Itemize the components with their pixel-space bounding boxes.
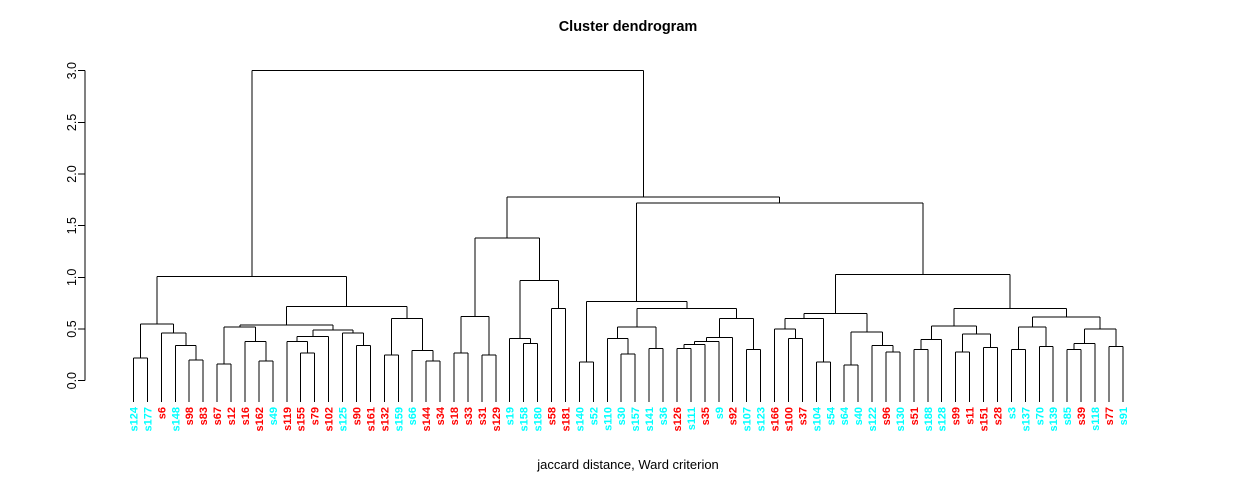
y-tick-label: 3.0 <box>65 62 79 79</box>
leaf-label: s30 <box>616 407 628 425</box>
y-tick-label: 2.5 <box>65 114 79 131</box>
leaf-label: s54 <box>825 406 837 425</box>
dendrogram-tree <box>133 70 1124 402</box>
leaf-label: s180 <box>533 407 545 431</box>
leaf-label: s181 <box>560 407 572 431</box>
leaf-label: s33 <box>463 407 475 425</box>
y-tick-label: 2.0 <box>65 165 79 182</box>
leaf-label: s70 <box>1034 407 1046 425</box>
leaf-label: s129 <box>491 407 503 431</box>
leaf-label: s188 <box>923 407 935 431</box>
leaf-label: s140 <box>574 407 586 431</box>
leaf-label: s67 <box>212 407 224 425</box>
leaf-label: s161 <box>365 407 377 431</box>
leaf-label: s58 <box>547 407 559 425</box>
leaf-label: s19 <box>505 407 517 425</box>
leaf-label: s96 <box>881 407 893 425</box>
leaf-label: s111 <box>686 407 698 430</box>
leaf-label: s118 <box>1090 407 1102 431</box>
leaf-label: s128 <box>937 407 949 431</box>
leaf-label: s36 <box>658 407 670 425</box>
leaf-label: s125 <box>338 407 350 431</box>
leaf-label: s126 <box>672 407 684 431</box>
leaf-label: s122 <box>867 407 879 431</box>
y-tick-label: 1.5 <box>65 217 79 234</box>
y-tick-label: 1.0 <box>65 269 79 286</box>
leaf-label: s132 <box>379 407 391 431</box>
leaf-label: s39 <box>1076 407 1088 425</box>
leaf-label: s83 <box>198 407 210 425</box>
leaf-label: s104 <box>811 406 823 431</box>
leaf-label: s35 <box>700 407 712 425</box>
leaf-label: s99 <box>951 407 963 425</box>
leaf-label: s123 <box>756 407 768 431</box>
y-tick-label: 0.0 <box>65 372 79 389</box>
leaf-label: s100 <box>783 407 795 431</box>
leaf-labels: s124 s177 s6 s148 s98 s83 s67 s12 s16 s162 s49 s119… <box>129 406 1130 431</box>
leaf-label: s159 <box>393 407 405 431</box>
leaf-label: s11 <box>965 407 977 425</box>
leaf-label: s151 <box>979 407 991 431</box>
leaf-label: s31 <box>477 407 489 425</box>
leaf-label: s40 <box>853 407 865 425</box>
leaf-label: s52 <box>588 407 600 425</box>
leaf-label: s144 <box>421 406 433 431</box>
leaf-label: s92 <box>728 407 740 425</box>
leaf-label: s119 <box>282 407 294 431</box>
leaf-label: s102 <box>324 407 336 431</box>
x-axis-label: jaccard distance, Ward criterion <box>536 457 719 472</box>
leaf-label: s64 <box>839 406 851 425</box>
leaf-label: s3 <box>1006 407 1018 419</box>
leaf-label: s137 <box>1020 407 1032 431</box>
leaf-label: s79 <box>310 407 322 425</box>
leaf-label: s9 <box>714 407 726 419</box>
leaf-label: s98 <box>184 407 196 425</box>
leaf-label: s85 <box>1062 407 1074 425</box>
chart-title: Cluster dendrogram <box>559 19 698 35</box>
leaf-label: s158 <box>519 407 531 431</box>
leaf-label: s148 <box>170 407 182 431</box>
y-tick-label: 0.5 <box>65 320 79 337</box>
leaf-label: s34 <box>435 406 447 425</box>
y-axis: 0.0 0.5 1.0 1.5 2.0 2.5 3.0 <box>65 62 86 389</box>
leaf-label: s77 <box>1104 407 1116 425</box>
leaf-label: s139 <box>1048 407 1060 431</box>
leaf-label: s107 <box>742 407 754 431</box>
leaf-label: s18 <box>449 407 461 425</box>
leaf-label: s130 <box>895 407 907 431</box>
leaf-label: s12 <box>226 407 238 425</box>
leaf-label: s162 <box>254 407 266 431</box>
leaf-label: s16 <box>240 407 252 425</box>
leaf-label: s155 <box>296 407 308 431</box>
leaf-label: s157 <box>630 407 642 431</box>
leaf-label: s177 <box>142 407 154 431</box>
leaf-label: s166 <box>770 407 782 431</box>
leaf-label: s49 <box>268 407 280 425</box>
leaf-label: s110 <box>602 407 614 431</box>
leaf-label: s141 <box>644 407 656 431</box>
leaf-label: s28 <box>992 407 1004 425</box>
leaf-label: s6 <box>156 407 168 419</box>
leaf-label: s90 <box>351 407 363 425</box>
leaf-label: s124 <box>129 406 141 431</box>
leaf-label: s37 <box>797 407 809 425</box>
leaf-label: s51 <box>909 407 921 425</box>
leaf-label: s91 <box>1118 407 1130 425</box>
leaf-label: s66 <box>407 407 419 425</box>
